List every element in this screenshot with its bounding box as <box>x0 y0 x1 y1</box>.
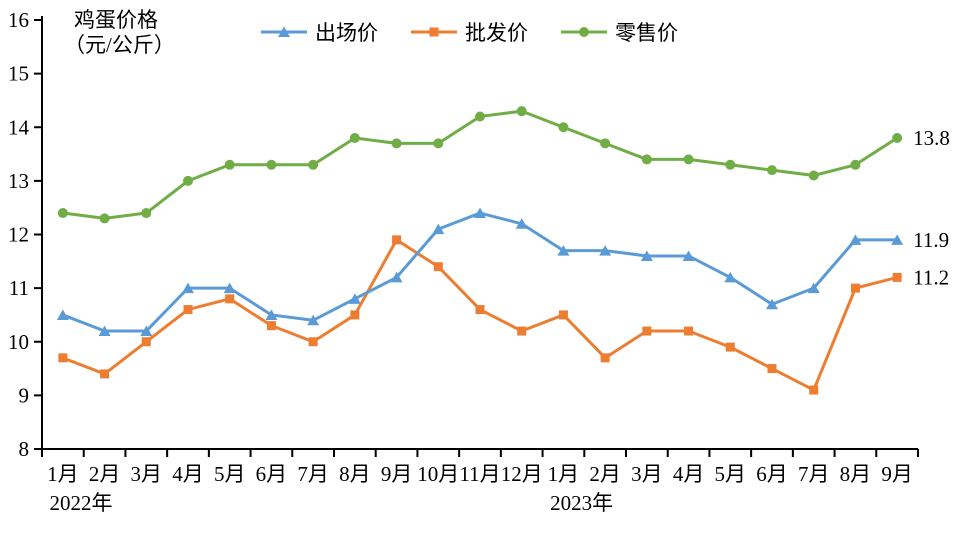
svg-text:2月: 2月 <box>589 462 621 486</box>
svg-text:9月: 9月 <box>881 462 913 486</box>
svg-text:14: 14 <box>8 115 30 139</box>
svg-text:2023年: 2023年 <box>550 491 613 515</box>
svg-text:2月: 2月 <box>89 462 121 486</box>
wholesale-price-legend-label: 批发价 <box>465 21 528 45</box>
year-labels: 2022年 2023年 <box>50 491 614 515</box>
chart-title-line1: 鸡蛋价格 <box>74 8 158 32</box>
retail-price-legend-label: 零售价 <box>615 21 678 45</box>
svg-text:7月: 7月 <box>297 462 329 486</box>
x-axis-labels: 1月 2月 3月 4月 5月 6月 7月 8月 9月 10月 11月 12月 1月 2月 3月 4月 5月 6月 7… <box>47 462 913 486</box>
svg-text:12: 12 <box>8 223 29 247</box>
series-零售价: 13.8 <box>57 106 950 224</box>
svg-text:8: 8 <box>19 437 30 461</box>
series-出场价: 11.9 <box>56 207 949 337</box>
wholesale-price-legend-marker-icon <box>411 27 457 37</box>
svg-text:2022年: 2022年 <box>50 491 113 515</box>
legend: 出场价 批发价 零售价 <box>261 17 678 47</box>
svg-text:1月: 1月 <box>47 462 79 486</box>
legend-item-retail-price: 零售价 <box>561 17 678 47</box>
chart-title-line2: （元/公斤） <box>64 33 175 57</box>
end-value-label-批发价: 11.2 <box>913 265 949 289</box>
svg-text:5月: 5月 <box>715 462 747 486</box>
svg-text:8月: 8月 <box>840 462 872 486</box>
svg-text:10月: 10月 <box>417 462 459 486</box>
svg-text:12月: 12月 <box>501 462 543 486</box>
farm-price-legend-label: 出场价 <box>315 21 378 45</box>
axes <box>34 16 919 457</box>
svg-text:10: 10 <box>8 330 29 354</box>
y-axis-labels: 8 9 10 11 12 13 14 15 16 <box>8 8 30 461</box>
svg-text:3月: 3月 <box>131 462 163 486</box>
svg-text:11月: 11月 <box>459 462 500 486</box>
end-value-label-零售价: 13.8 <box>913 126 950 150</box>
legend-item-wholesale-price: 批发价 <box>411 17 528 47</box>
svg-text:16: 16 <box>8 8 29 32</box>
svg-text:15: 15 <box>8 62 29 86</box>
svg-text:9: 9 <box>19 383 30 407</box>
svg-text:11: 11 <box>9 276 29 300</box>
svg-text:13: 13 <box>8 169 29 193</box>
svg-text:1月: 1月 <box>548 462 580 486</box>
svg-text:6月: 6月 <box>756 462 788 486</box>
end-value-label-出场价: 11.9 <box>913 228 949 252</box>
svg-text:3月: 3月 <box>631 462 663 486</box>
series-批发价: 11.2 <box>58 235 949 395</box>
svg-text:7月: 7月 <box>798 462 830 486</box>
svg-text:6月: 6月 <box>256 462 288 486</box>
farm-price-legend-marker-icon <box>261 26 307 37</box>
chart-title: 鸡蛋价格 （元/公斤） <box>64 8 175 58</box>
retail-price-legend-marker-icon <box>561 27 607 37</box>
svg-text:5月: 5月 <box>214 462 246 486</box>
svg-text:4月: 4月 <box>172 462 204 486</box>
svg-text:9月: 9月 <box>381 462 413 486</box>
legend-item-farm-price: 出场价 <box>261 17 378 47</box>
svg-text:8月: 8月 <box>339 462 371 486</box>
svg-text:4月: 4月 <box>673 462 705 486</box>
